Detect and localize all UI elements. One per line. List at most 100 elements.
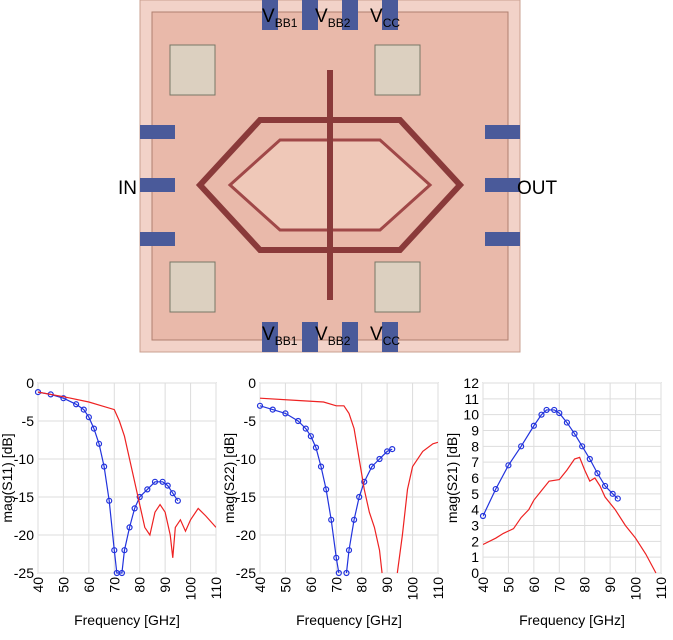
x-tick-label: 100 bbox=[628, 577, 644, 601]
label-sub: BB1 bbox=[275, 334, 298, 348]
x-tick-label: 110 bbox=[208, 577, 224, 600]
label-main: V bbox=[370, 6, 383, 27]
x-tick-label: 110 bbox=[653, 577, 669, 600]
y-tick-label: 0 bbox=[248, 375, 256, 391]
y-tick-label: 8 bbox=[471, 438, 479, 454]
capacitor bbox=[169, 44, 216, 96]
series-marker bbox=[317, 463, 325, 470]
series-marker bbox=[538, 411, 545, 418]
capacitor bbox=[374, 261, 421, 313]
x-tick-label: 100 bbox=[183, 577, 199, 601]
x-tick-label: 50 bbox=[55, 577, 71, 593]
y-axis-label: mag(S11) [dB] bbox=[0, 433, 15, 522]
series-marker bbox=[368, 463, 375, 470]
series-marker bbox=[551, 406, 558, 414]
y-tick-label: 12 bbox=[463, 375, 479, 391]
x-tick-label: 40 bbox=[475, 577, 491, 593]
series-marker bbox=[126, 524, 133, 531]
x-tick-label: 70 bbox=[328, 577, 344, 593]
bottom-pin-label: VBB2 bbox=[315, 324, 351, 348]
series-marker bbox=[594, 470, 601, 477]
series-marker bbox=[90, 425, 98, 432]
series-marker bbox=[586, 455, 593, 463]
y-tick-label: -25 bbox=[14, 565, 34, 581]
y-tick-label: 6 bbox=[471, 470, 479, 486]
series-marker bbox=[479, 512, 487, 520]
series-marker bbox=[571, 430, 578, 437]
y-tick-label: 3 bbox=[471, 518, 479, 534]
series-marker bbox=[80, 406, 87, 413]
x-tick-label: 80 bbox=[354, 577, 370, 593]
input-label: IN bbox=[118, 178, 137, 199]
series-marker bbox=[312, 444, 320, 451]
output-label: OUT bbox=[517, 178, 558, 199]
y-tick-label: -20 bbox=[14, 527, 34, 543]
series-marker bbox=[174, 497, 181, 504]
x-tick-label: 40 bbox=[252, 577, 268, 593]
label-main: V bbox=[262, 6, 275, 27]
series-marker bbox=[345, 547, 353, 554]
series-marker bbox=[295, 417, 302, 425]
y-tick-label: -20 bbox=[236, 527, 256, 543]
series-marker bbox=[269, 406, 276, 413]
series-marker bbox=[131, 505, 138, 512]
x-tick-label: 50 bbox=[277, 577, 293, 593]
series-marker bbox=[302, 425, 309, 432]
capacitor bbox=[169, 261, 216, 313]
y-tick-label: 11 bbox=[464, 391, 479, 407]
series-marker bbox=[164, 482, 171, 489]
series-marker bbox=[556, 409, 563, 417]
series-marker bbox=[106, 497, 113, 504]
x-tick-label: 90 bbox=[157, 577, 173, 593]
y-tick-label: 0 bbox=[471, 565, 479, 581]
y-tick-label: -15 bbox=[14, 489, 34, 505]
series-marker bbox=[101, 463, 108, 470]
series-marker bbox=[328, 516, 335, 523]
x-tick-label: 40 bbox=[30, 577, 46, 593]
label-sub: CC bbox=[383, 16, 401, 30]
bottom-pin-label: VCC bbox=[370, 324, 400, 348]
series-marker bbox=[95, 440, 103, 447]
label-sub: BB2 bbox=[328, 334, 351, 348]
y-axis-label: mag(S21) [dB] bbox=[444, 433, 460, 523]
series-marker bbox=[282, 410, 289, 417]
pads bbox=[140, 0, 520, 352]
y-tick-label: -5 bbox=[244, 413, 257, 429]
label-main: V bbox=[315, 6, 328, 27]
label-sub: CC bbox=[383, 334, 401, 348]
series-marker bbox=[85, 414, 92, 421]
label-main: V bbox=[315, 324, 328, 345]
series-marker bbox=[144, 486, 151, 493]
series-line bbox=[483, 456, 657, 574]
x-tick-label: 80 bbox=[132, 577, 148, 593]
series-marker bbox=[614, 495, 621, 502]
series-marker bbox=[492, 485, 499, 493]
y-tick-label: -15 bbox=[236, 489, 256, 505]
y-tick-label: -10 bbox=[14, 451, 34, 467]
series-marker bbox=[579, 443, 586, 450]
x-tick-label: 60 bbox=[81, 577, 97, 593]
series-marker bbox=[350, 516, 358, 523]
y-tick-label: 5 bbox=[471, 486, 479, 502]
series-marker bbox=[60, 395, 67, 402]
y-tick-label: 4 bbox=[471, 502, 479, 518]
series-marker bbox=[361, 478, 368, 485]
series-marker bbox=[118, 569, 126, 577]
series-marker bbox=[307, 433, 314, 440]
top-pin-label: VCC bbox=[370, 6, 400, 30]
label-main: V bbox=[262, 324, 275, 345]
series-marker bbox=[256, 402, 264, 409]
series-marker bbox=[169, 490, 176, 497]
series-marker bbox=[343, 569, 350, 577]
x-tick-label: 60 bbox=[526, 577, 542, 593]
x-tick-label: 50 bbox=[500, 577, 516, 593]
y-tick-label: -25 bbox=[236, 565, 256, 581]
x-axis-label: Frequency [GHz] bbox=[296, 612, 402, 628]
series-marker bbox=[376, 455, 383, 463]
label-main: V bbox=[370, 324, 383, 345]
plot-area bbox=[37, 382, 217, 574]
